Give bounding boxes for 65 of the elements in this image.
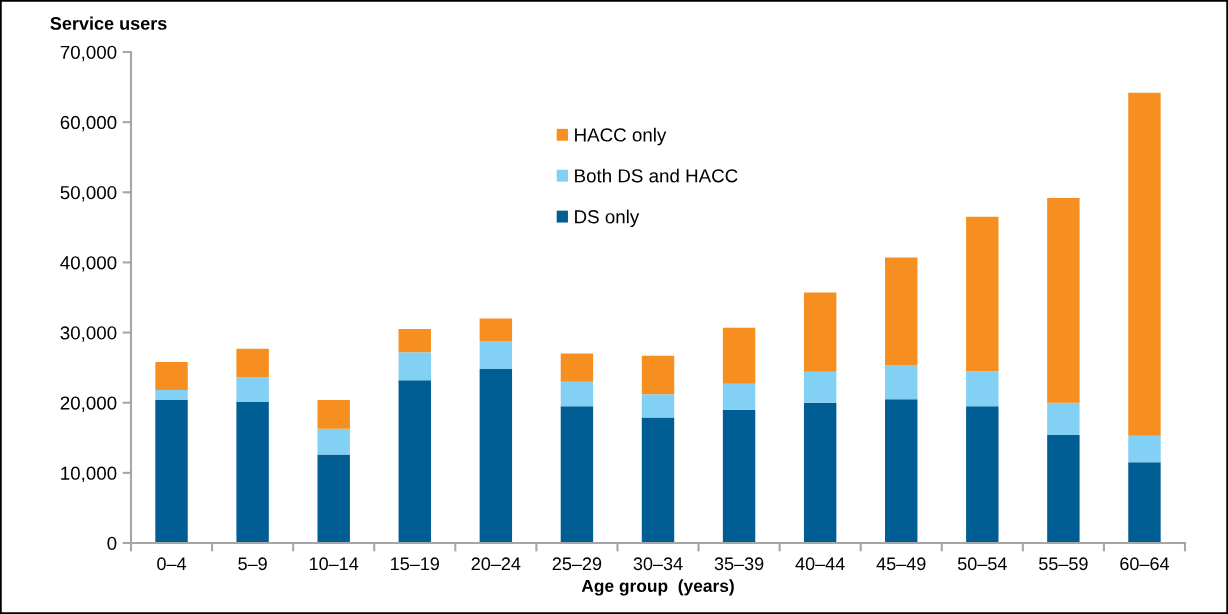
- x-tick-label: 25–29: [552, 557, 602, 571]
- bar: [722, 327, 756, 384]
- bar: [885, 365, 918, 400]
- x-tick-label: 10–14: [309, 557, 359, 571]
- bar: [560, 381, 594, 407]
- x-tick-label: 45–49: [876, 557, 926, 571]
- bar: [479, 318, 513, 341]
- bar: [885, 399, 918, 543]
- bar: [966, 216, 999, 372]
- bar: [398, 352, 431, 381]
- bar: [803, 292, 837, 372]
- bar: [317, 454, 350, 543]
- bar: [722, 409, 756, 543]
- y-axis-title: Service users: [50, 16, 167, 30]
- legend-label: DS only: [575, 209, 640, 228]
- y-tick-label: 40,000: [60, 256, 117, 272]
- x-tick-label: 15–19: [391, 557, 440, 571]
- bar: [1128, 92, 1161, 436]
- bar: [236, 402, 269, 543]
- bar: [155, 362, 188, 391]
- bar: [155, 390, 188, 400]
- bar: [641, 394, 675, 418]
- y-tick-label: 20,000: [60, 396, 117, 412]
- legend-label: Both DS and HACC: [575, 168, 738, 183]
- bar: [398, 380, 431, 543]
- y-tick-label: 30,000: [60, 326, 117, 342]
- x-tick-label: 0–4: [157, 557, 187, 571]
- bar: [966, 371, 999, 407]
- bar: [479, 340, 513, 370]
- bar: [236, 377, 269, 403]
- y-tick-label: 0: [107, 536, 117, 550]
- bar: [722, 383, 756, 410]
- y-tick-label: 60,000: [60, 115, 117, 132]
- bar: [966, 406, 999, 543]
- bar: [1128, 435, 1161, 463]
- bar: [1047, 402, 1080, 435]
- bar: [560, 353, 594, 382]
- x-tick-label: 60–64: [1120, 557, 1170, 571]
- bar: [317, 428, 350, 455]
- x-tick-label: 5–9: [238, 557, 267, 571]
- bar: [155, 399, 188, 543]
- x-tick-label: 35–39: [714, 557, 764, 571]
- bar: [803, 371, 837, 403]
- bar: [803, 402, 837, 543]
- bar: [641, 417, 675, 543]
- bar: [885, 257, 918, 366]
- x-tick-label: 40–44: [795, 557, 845, 571]
- bar: [236, 348, 269, 378]
- x-axis-title: Age group (years): [581, 579, 734, 596]
- bar: [560, 406, 594, 543]
- y-tick-label: 70,000: [60, 45, 117, 62]
- x-tick-label: 20–24: [471, 557, 521, 571]
- y-tick-label: 10,000: [61, 466, 117, 483]
- bar: [1128, 462, 1161, 543]
- bar: [1047, 434, 1080, 543]
- bar: [317, 399, 350, 429]
- x-tick-label: 55–59: [1039, 557, 1088, 571]
- bar: [479, 369, 513, 543]
- y-tick-label: 50,000: [60, 185, 117, 202]
- bar: [1047, 197, 1080, 403]
- x-tick-label: 50–54: [957, 557, 1007, 571]
- legend-label: HACC only: [575, 127, 667, 146]
- bar: [398, 329, 431, 353]
- bar: [641, 355, 675, 395]
- x-tick-label: 30–34: [633, 557, 683, 571]
